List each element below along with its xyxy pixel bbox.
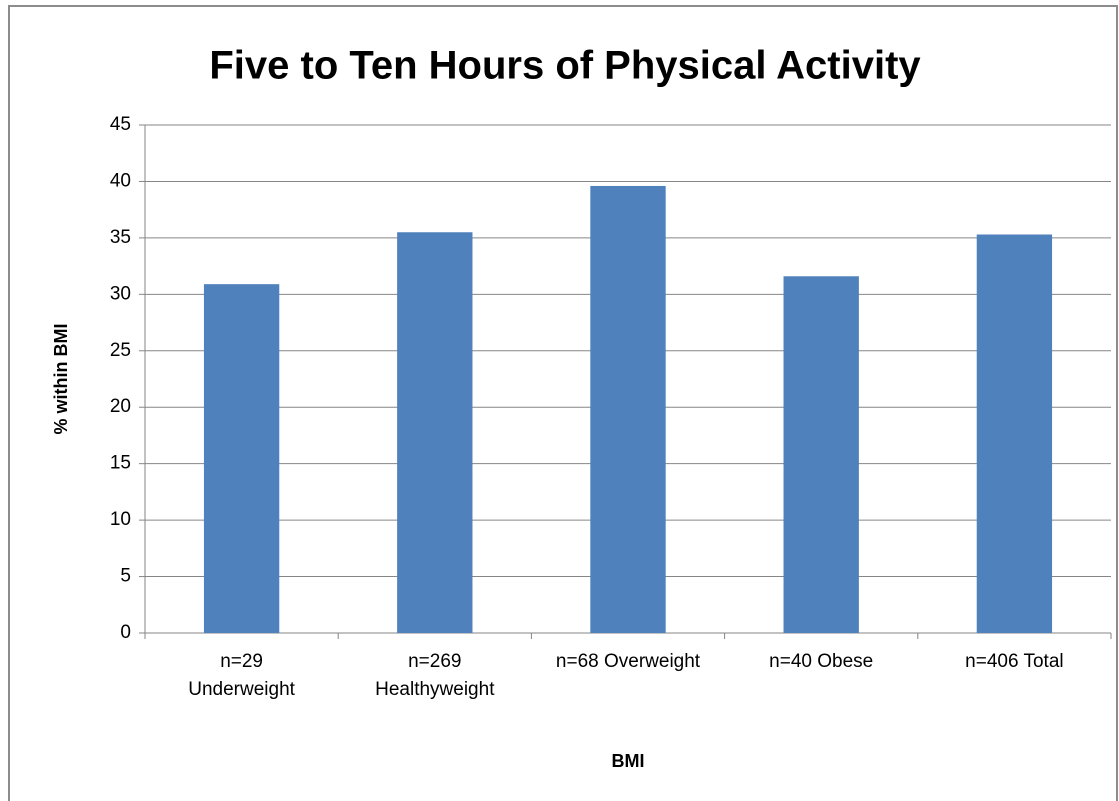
x-tick-label: n=269 Healthyweight [375, 651, 495, 700]
y-tick-label: 15 [110, 453, 131, 474]
y-tick-label: 0 [120, 622, 131, 643]
y-tick-label: 10 [110, 509, 131, 530]
y-tick-label: 35 [110, 227, 131, 248]
bar [203, 284, 280, 633]
y-tick-label: 5 [120, 566, 131, 587]
y-tick-label: 30 [110, 283, 131, 304]
bar [783, 276, 859, 633]
x-tick-label: n=29 Underweight [188, 651, 295, 700]
x-tick-label: n=68 Overweight [555, 651, 701, 672]
x-tick-label: n=40 Obese [769, 651, 874, 672]
y-tick-label: 45 [110, 114, 131, 135]
x-axis-label: BMI [612, 751, 645, 771]
bar [590, 185, 666, 633]
y-tick-label: 40 [110, 170, 131, 191]
chart-border [8, 5, 1118, 801]
y-tick-label: 20 [110, 396, 131, 417]
y-axis-label: % within BMI [51, 324, 71, 435]
bar [397, 232, 473, 633]
x-tick-label: n=406 Total [965, 651, 1064, 672]
bar [976, 234, 1053, 633]
chart-title: Five to Ten Hours of Physical Activity [209, 44, 921, 88]
y-tick-label: 25 [110, 340, 131, 361]
